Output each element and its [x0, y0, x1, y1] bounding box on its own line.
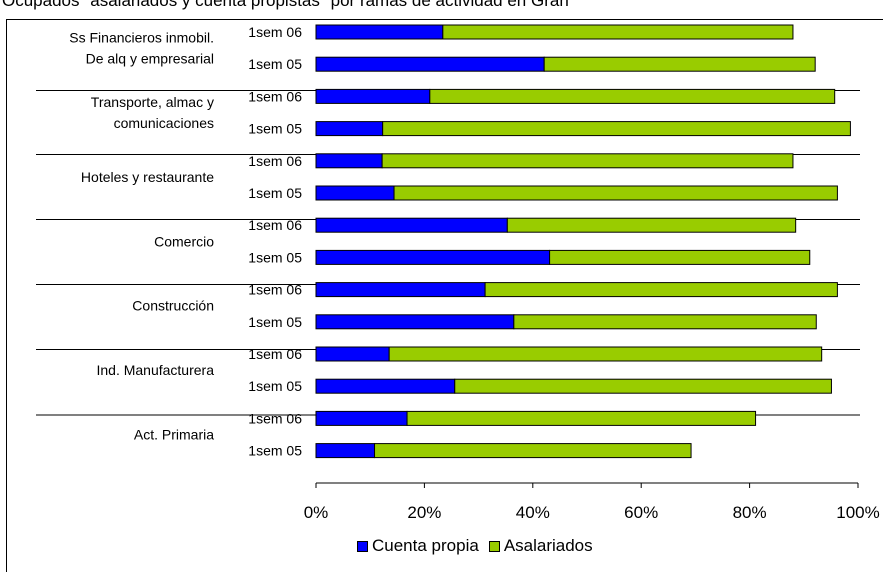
legend-swatch-cuenta-propia — [357, 540, 368, 552]
group-label: Act. Primaria — [134, 427, 214, 443]
bar-cuenta-propia — [315, 314, 515, 330]
x-tick-label: 80% — [733, 503, 767, 522]
bar-cuenta-propia — [315, 56, 545, 72]
bar-cuenta-propia — [315, 88, 431, 104]
category-label: 1sem 05 — [248, 185, 302, 201]
chart-title: Ocupados "asalariados y cuenta propistas… — [2, 0, 569, 10]
group-label: Comercio — [154, 233, 214, 249]
bar-asalariados — [454, 378, 832, 394]
bar-cuenta-propia — [315, 153, 383, 169]
bar-asalariados — [506, 217, 797, 233]
bar-cuenta-propia — [315, 410, 408, 426]
category-label: 1sem 05 — [248, 378, 302, 394]
category-label: 1sem 06 — [248, 153, 302, 169]
bar-cuenta-propia — [315, 282, 486, 298]
category-label: 1sem 06 — [248, 24, 302, 40]
legend-label-asalariados: Asalariados — [503, 536, 593, 555]
bar-asalariados — [393, 185, 838, 201]
bar-asalariados — [543, 56, 816, 72]
bar-cuenta-propia — [315, 217, 508, 233]
legend-item-asalariados: Asalariados — [488, 536, 593, 556]
x-tick-label: 40% — [516, 503, 550, 522]
group-label: Hoteles y restaurante — [81, 169, 214, 185]
bar-cuenta-propia — [315, 185, 395, 201]
legend-item-cuenta-propia: Cuenta propia — [357, 536, 479, 556]
category-label: 1sem 05 — [248, 121, 302, 137]
legend-label-cuenta-propia: Cuenta propia — [372, 536, 479, 555]
category-label: 1sem 06 — [248, 282, 302, 298]
category-label: 1sem 06 — [248, 88, 302, 104]
category-label: 1sem 06 — [248, 217, 302, 233]
category-label: 1sem 05 — [248, 249, 302, 265]
bar-asalariados — [382, 121, 851, 137]
bar-cuenta-propia — [315, 443, 376, 459]
bar-asalariados — [549, 249, 811, 265]
bar-asalariados — [484, 282, 838, 298]
category-label: 1sem 05 — [248, 314, 302, 330]
group-label: Ind. Manufacturera — [96, 362, 214, 378]
group-label: Construcción — [132, 298, 214, 314]
bar-cuenta-propia — [315, 378, 456, 394]
legend-swatch-asalariados — [488, 540, 500, 552]
bar-asalariados — [381, 153, 794, 169]
category-label: 1sem 06 — [248, 410, 302, 426]
bar-cuenta-propia — [315, 346, 390, 362]
x-tick-label: 100% — [836, 503, 879, 522]
bar-asalariados — [388, 346, 823, 362]
x-tick-label: 20% — [407, 503, 441, 522]
x-tick-label: 60% — [624, 503, 658, 522]
bar-asalariados — [442, 24, 794, 40]
group-label: De alq y empresarial — [86, 51, 214, 67]
bar-asalariados — [406, 410, 757, 426]
bar-asalariados — [513, 314, 817, 330]
bar-cuenta-propia — [315, 121, 384, 137]
group-label: Transporte, almac y — [91, 94, 214, 110]
x-tick-label: 0% — [304, 503, 329, 522]
chart-frame — [6, 19, 883, 572]
legend: Cuenta propia Asalariados — [357, 536, 603, 556]
category-label: 1sem 06 — [248, 346, 302, 362]
bar-asalariados — [374, 443, 692, 459]
group-label: Ss Financieros inmobil. — [69, 30, 214, 46]
category-label: 1sem 05 — [248, 56, 302, 72]
bar-asalariados — [429, 88, 836, 104]
category-label: 1sem 05 — [248, 443, 302, 459]
group-label: comunicaciones — [114, 115, 214, 131]
bar-cuenta-propia — [315, 24, 444, 40]
bar-cuenta-propia — [315, 249, 551, 265]
